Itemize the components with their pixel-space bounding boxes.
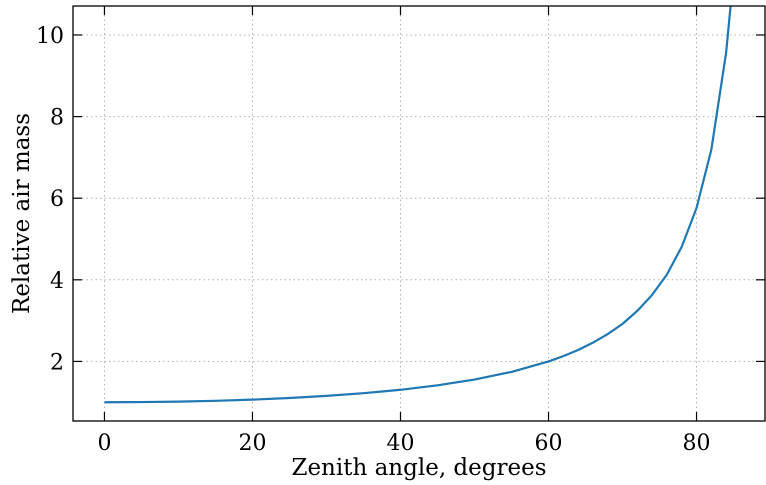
x-tick-label: 20	[238, 431, 266, 456]
plot-frame	[72, 5, 766, 422]
y-tick-label: 8	[50, 106, 64, 131]
y-tick-label: 4	[50, 269, 64, 294]
y-tick-label: 10	[36, 24, 64, 49]
x-tick-labels: 0 20 40 60 80	[97, 431, 710, 456]
y-tick-label: 2	[50, 350, 64, 375]
x-tick-label: 40	[386, 431, 414, 456]
x-tick-label: 80	[683, 431, 711, 456]
x-axis-label: Zenith angle, degrees	[291, 455, 546, 481]
y-tick-label: 6	[50, 187, 64, 212]
series-line	[104, 6, 732, 404]
plot-line-group	[104, 6, 732, 404]
grid	[73, 6, 765, 421]
x-tick-label: 0	[97, 431, 111, 456]
x-tick-label: 60	[535, 431, 563, 456]
y-tick-labels: 2 4 6 8 10	[36, 24, 64, 375]
y-axis-label: Relative air mass	[9, 113, 35, 314]
ticks	[73, 6, 765, 421]
